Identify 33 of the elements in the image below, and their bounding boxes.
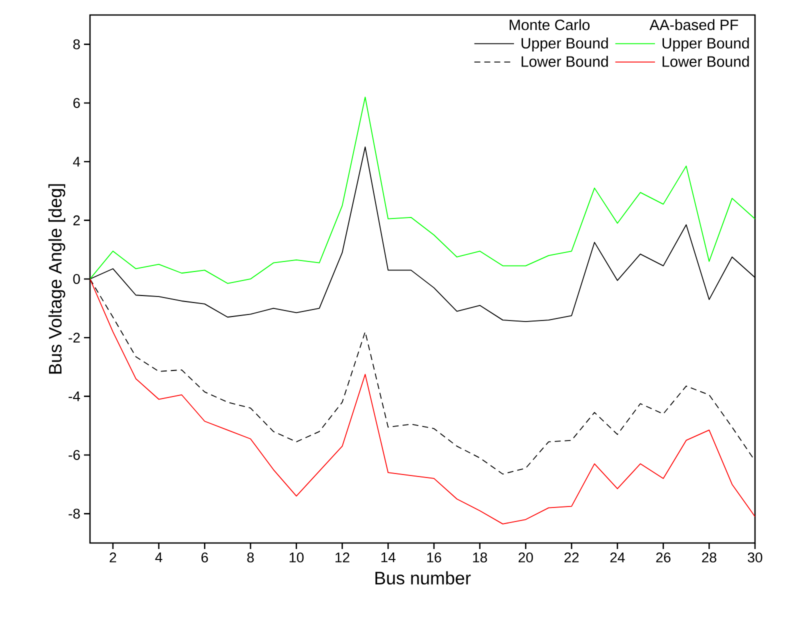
y-tick-label: 0	[73, 274, 80, 284]
x-tick-label: 22	[564, 552, 579, 562]
x-tick-label: 20	[518, 552, 533, 562]
x-tick-label: 30	[748, 552, 762, 562]
legend-label: Upper Bound	[662, 38, 749, 52]
x-tick-label: 28	[702, 552, 716, 562]
line-series	[90, 96, 756, 284]
y-tick-label: -2	[68, 332, 80, 343]
x-tick-label: 2	[110, 552, 116, 562]
x-tick-label: 6	[201, 552, 208, 562]
annotation: Monte Carlo	[510, 19, 590, 30]
y-tick-label: -6	[68, 450, 80, 460]
x-axis-title: Bus number	[375, 571, 471, 584]
x-tick-label: 12	[336, 552, 350, 562]
x-tick-label: 26	[656, 552, 670, 562]
annotation: AA-based PF	[650, 19, 738, 30]
legend-label: Upper Bound	[522, 38, 608, 52]
legend-label: Lower Bound	[662, 56, 749, 67]
x-tick-label: 4	[155, 552, 162, 562]
x-tick-label: 10	[290, 552, 304, 562]
y-tick-label: -8	[68, 508, 80, 519]
y-tick-label: 4	[73, 156, 80, 166]
y-tick-label: -4	[68, 392, 80, 402]
x-tick-label: 18	[473, 552, 487, 562]
y-tick-label: 6	[73, 98, 80, 108]
x-tick-label: 24	[610, 552, 625, 562]
y-tick-label: 8	[73, 39, 80, 50]
legend-label: Lower Bound	[522, 56, 608, 67]
y-axis-title: Bus Voltage Angle [deg]	[48, 184, 66, 374]
y-tick-label: 2	[73, 215, 80, 226]
x-tick-label: 8	[247, 552, 254, 562]
x-tick-label: 16	[427, 552, 442, 562]
x-tick-label: 14	[381, 552, 396, 562]
